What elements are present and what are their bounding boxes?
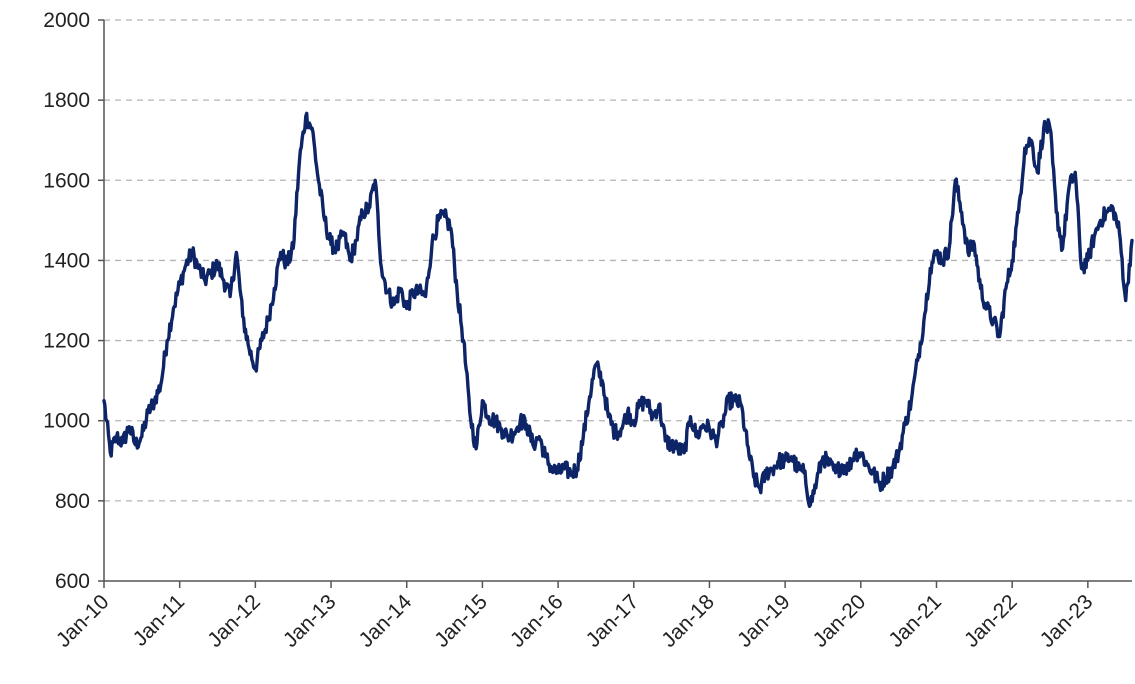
x-tick-label: Jan-15 [430, 590, 492, 652]
x-tick-label: Jan-14 [355, 590, 417, 652]
y-tick-label: 1400 [43, 249, 90, 272]
series-group [102, 111, 1134, 509]
x-tick-label: Jan-12 [203, 590, 265, 652]
x-tick-label: Jan-17 [582, 590, 644, 652]
x-tick-label: Jan-18 [657, 590, 719, 652]
x-tick-label: Jan-23 [1036, 590, 1098, 652]
x-tick-label: Jan-11 [129, 590, 190, 651]
x-tick-label: Jan-10 [52, 590, 114, 652]
x-tick-label: Jan-13 [279, 590, 341, 652]
y-tick-label: 800 [55, 490, 90, 513]
x-tick-label: Jan-21 [884, 590, 946, 652]
x-tick-label: Jan-22 [960, 590, 1022, 652]
y-tick-label: 1000 [43, 410, 90, 433]
y-axis: 600 800 1000 1200 1400 1600 1800 2000 [43, 9, 105, 593]
y-tick-label: 1800 [43, 89, 90, 112]
y-tick-label: 600 [55, 570, 90, 593]
y-tick-label: 2000 [43, 9, 90, 32]
y-tick-label: 1200 [43, 330, 90, 353]
x-tick-label: Jan-16 [506, 590, 568, 652]
y-tick-label: 1600 [43, 169, 90, 192]
x-tick-label: Jan-20 [809, 590, 871, 652]
x-axis: Jan-10 Jan-11 Jan-12 Jan-13 Jan-14 Jan-15 Jan-… [52, 580, 1132, 652]
x-tick-label: Jan-19 [733, 590, 795, 652]
series-line [102, 111, 1134, 509]
